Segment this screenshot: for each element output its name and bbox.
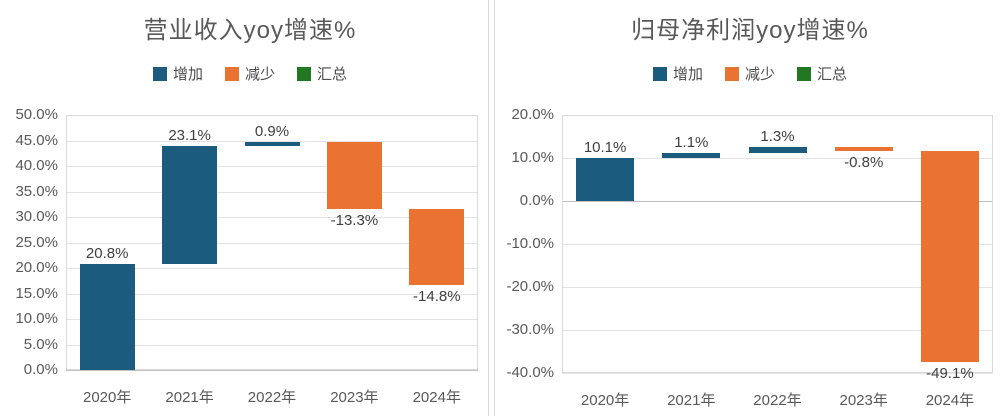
waterfall-bar-increase — [748, 147, 807, 153]
waterfall-bar-increase — [79, 263, 135, 370]
waterfall-bar-decrease — [920, 150, 979, 362]
legend-label: 减少 — [744, 66, 775, 83]
gridline — [562, 373, 993, 374]
y-axis-tick-label: 10.0% — [511, 149, 554, 166]
plot-area-border — [562, 115, 993, 373]
x-axis-tick-label: 2020年 — [83, 389, 132, 406]
bar-value-label: -49.1% — [926, 364, 974, 382]
legend-item: 减少 — [224, 63, 275, 84]
legend-swatch-增加 — [652, 66, 667, 81]
y-axis-tick-label: -40.0% — [506, 364, 554, 381]
legend-item: 汇总 — [297, 63, 347, 84]
legend-swatch-减少 — [724, 66, 739, 81]
net-profit-yoy-chart-panel[interactable]: 归母净利润yoy增速% 增加 减少 汇总 20.0% 10.0% 0.0% -10.0% -… — [500, 0, 1000, 416]
legend-swatch-汇总 — [797, 66, 811, 81]
bar-value-label: 1.1% — [674, 133, 709, 151]
gridline — [66, 140, 478, 142]
y-axis-tick-label: -20.0% — [506, 278, 554, 295]
x-axis-tick-label: 2024年 — [412, 389, 461, 406]
gridline — [66, 268, 478, 269]
waterfall-bar-increase — [244, 141, 300, 147]
y-axis-tick-label: 30.0% — [15, 208, 58, 225]
waterfall-bar-increase — [662, 152, 721, 158]
y-axis-tick-label: 20.0% — [15, 259, 58, 276]
gridline — [66, 217, 478, 218]
waterfall-bar-increase — [576, 157, 635, 201]
legend-label: 汇总 — [817, 66, 848, 83]
x-axis-tick-label: 2021年 — [667, 392, 716, 409]
y-axis-tick-label: 45.0% — [15, 131, 58, 149]
waterfall-bar-decrease — [326, 141, 382, 210]
x-axis-tick-label: 2020年 — [580, 392, 630, 409]
x-axis-tick-label: 2023年 — [330, 389, 379, 406]
chart-title: 营业收入yoy增速% — [143, 17, 357, 44]
bar-value-label: 0.9% — [254, 122, 290, 140]
revenue-yoy-chart-panel[interactable]: 营业收入yoy增速% 增加 减少 汇总 50.0% 45.0% 40.0% 35.0% 30… — [0, 0, 500, 416]
gridline — [562, 244, 993, 245]
gridline — [66, 242, 478, 244]
y-axis-tick-label: -10.0% — [506, 235, 554, 252]
legend-swatch-汇总 — [297, 66, 311, 81]
bar-value-label: -14.8% — [413, 287, 461, 305]
bar-value-label: -0.8% — [844, 153, 884, 171]
gridline — [562, 201, 993, 202]
y-axis-tick-label: 50.0% — [15, 106, 58, 123]
waterfall-bar-decrease — [409, 209, 465, 285]
waterfall-bar-decrease — [834, 147, 893, 151]
y-axis-tick-label: 0.0% — [23, 361, 58, 378]
x-axis-tick-label: 2022年 — [247, 389, 297, 406]
panel-divider-line — [494, 0, 495, 416]
gridline — [562, 158, 993, 159]
y-axis-tick-label: -30.0% — [506, 321, 554, 338]
legend-swatch-减少 — [224, 66, 239, 81]
legend-item: 增加 — [152, 63, 203, 84]
legend-item: 减少 — [724, 63, 775, 84]
legend-item: 增加 — [652, 63, 703, 84]
panel-divider-line — [488, 0, 489, 416]
y-axis-tick-label: 15.0% — [15, 284, 58, 302]
chart-legend: 增加 减少 汇总 — [500, 63, 1000, 84]
legend-swatch-增加 — [152, 66, 167, 81]
gridline — [66, 319, 478, 320]
y-axis-tick-label: 35.0% — [15, 182, 58, 200]
chart-title: 归母净利润yoy增速% — [631, 17, 869, 44]
bar-value-label: 1.3% — [760, 128, 795, 146]
gridline — [66, 191, 478, 193]
plot-area-border — [66, 115, 478, 370]
bar-value-label: 23.1% — [168, 127, 211, 145]
gridline — [66, 370, 478, 371]
x-axis-tick-label: 2021年 — [165, 389, 214, 406]
y-axis-tick-label: 20.0% — [511, 106, 554, 123]
gridline — [562, 330, 993, 331]
y-axis-tick-label: 10.0% — [15, 310, 58, 327]
x-axis-tick-label: 2023年 — [839, 392, 888, 409]
y-axis-tick-label: 5.0% — [23, 335, 58, 353]
legend-label: 减少 — [244, 66, 275, 83]
gridline — [66, 166, 478, 167]
legend-label: 增加 — [172, 66, 203, 83]
gridline — [562, 287, 993, 288]
y-axis-tick-label: 40.0% — [15, 157, 58, 174]
waterfall-bar-increase — [162, 146, 218, 264]
gridline — [66, 344, 478, 346]
x-axis-tick-label: 2022年 — [753, 392, 802, 409]
legend-item: 汇总 — [797, 63, 847, 84]
y-axis-tick-label: 0.0% — [519, 192, 554, 209]
chart-legend: 增加 减少 汇总 — [0, 63, 500, 84]
bar-value-label: 20.8% — [85, 244, 129, 262]
x-axis-tick-label: 2024年 — [925, 392, 975, 409]
y-axis-tick-label: 25.0% — [15, 233, 58, 251]
legend-label: 汇总 — [317, 66, 348, 83]
gridline — [66, 293, 478, 295]
legend-label: 增加 — [672, 66, 703, 83]
bar-value-label: -13.3% — [330, 212, 379, 230]
bar-value-label: 10.1% — [583, 138, 627, 156]
